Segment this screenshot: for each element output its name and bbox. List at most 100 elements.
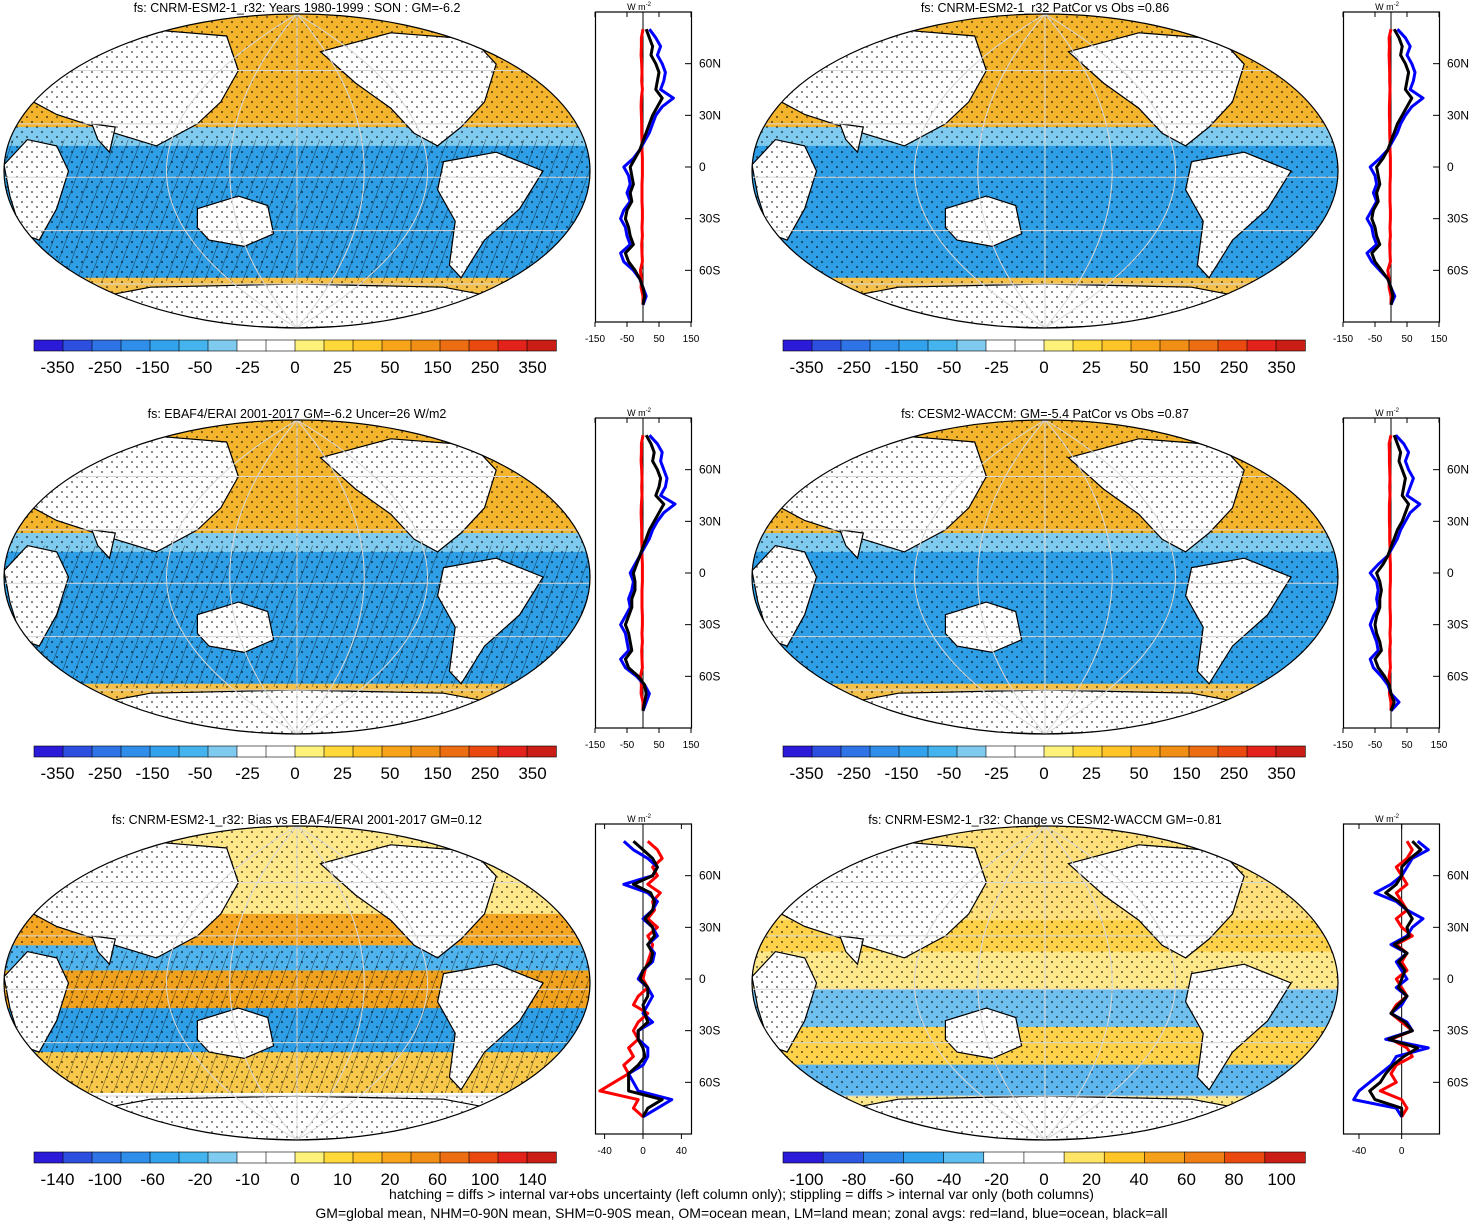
land-stippling [91,123,116,153]
panel-title: fs: CNRM-ESM2-1_r32 PatCor vs Obs =0.86 [921,1,1169,15]
colorbar-label: 250 [471,358,499,377]
colorbar-swatch [869,339,900,352]
colorbar-swatch [323,745,354,758]
colorbar-swatch [1130,339,1161,352]
land-stippling [197,196,274,247]
land-stippling [752,545,817,647]
land-outline [1208,826,1275,859]
panel-title: fs: CESM2-WACCM: GM=-5.4 PatCor vs Obs =… [901,407,1189,421]
zonal-series-land [1386,28,1393,305]
zonal-lat-label: 60S [1447,1075,1468,1089]
colorbar-swatch [33,1151,64,1164]
zonal-series-ocean [619,434,677,712]
panel-title: fs: CNRM-ESM2-1_r32: Years 1980-1999 : S… [134,1,461,15]
colorbar-swatch [207,745,238,758]
colorbar-swatch [91,1151,122,1164]
land-stippling [4,139,69,241]
panel-5: fs: CNRM-ESM2-1_r32: Bias vs EBAF4/ERAI … [3,813,721,1189]
colorbar-label: 150 [1172,358,1200,377]
zonal-lat-label: 60S [699,1075,720,1089]
colorbar-label: -250 [837,358,871,377]
graticule-lon [166,826,298,1140]
colorbar-swatch [840,339,871,352]
colorbar-label: 100 [1267,1170,1295,1189]
land-stippling [4,951,69,1053]
graticule-lon [1044,826,1113,1140]
zonal-x-label: -40 [1352,1146,1367,1157]
colorbar-swatch [811,339,842,352]
colorbar-label: -250 [88,764,122,783]
colorbar-swatch [294,745,325,758]
zonal-lat-label: 0 [1447,160,1454,174]
colorbar-label: 60 [1177,1170,1196,1189]
colorbar-label: 20 [381,1170,400,1189]
zonal-series-all [627,840,664,1118]
zonal-lat-label: 60S [699,263,720,277]
colorbar-swatch [352,745,383,758]
map [752,420,1338,734]
land-outline [460,826,527,859]
colorbar-swatch [207,1151,238,1164]
zonal-lat-label: 0 [699,566,706,580]
colorbar-swatch [943,1151,985,1164]
colorbar-swatch [178,339,209,352]
colorbar-swatch [149,745,180,758]
zonal-x-label: 150 [1431,334,1448,345]
map [4,826,590,1140]
land-stippling [4,545,69,647]
land-stippling [197,602,274,653]
colorbar-swatch [1101,339,1132,352]
land-stippling [461,14,526,46]
panel-2: fs: CNRM-ESM2-1_r32 PatCor vs Obs =0.86 6… [751,1,1469,377]
colorbar-label: 80 [1225,1170,1244,1189]
colorbar-swatch [91,745,122,758]
colorbar: -350 -250 -150 -50 -25 0 25 50 150 250 350 [33,339,557,377]
colorbar-swatch [120,745,151,758]
zonal-unit-label: W m-2 [1375,814,1399,824]
colorbar-label: 0 [290,358,299,377]
land-stippling [91,529,116,559]
colorbar-label: -60 [140,1170,165,1189]
zonal-x-label: -150 [1333,740,1353,751]
colorbar-swatch [410,1151,441,1164]
colorbar-label: 100 [471,1170,499,1189]
land-stippling [461,826,526,858]
colorbar-swatch [898,745,929,758]
colorbar-label: 150 [1172,764,1200,783]
zonal-series-all [1368,840,1423,1117]
land-stippling [1185,964,1292,1090]
colorbar-label: 60 [428,1170,447,1189]
colorbar-swatch [863,1151,905,1164]
colorbar-label: 250 [1220,764,1248,783]
colorbar-swatch [439,339,470,352]
colorbar-label: 140 [518,1170,546,1189]
zonal-x-label: 40 [676,1146,688,1157]
colorbar-swatch [62,339,93,352]
zonal-x-label: -40 [597,1146,612,1157]
colorbar-label: 25 [333,764,352,783]
colorbar-label: -10 [235,1170,260,1189]
colorbar-label: -100 [88,1170,122,1189]
colorbar-label: 350 [518,358,546,377]
colorbar-label: -20 [188,1170,213,1189]
colorbar-label: 50 [381,764,400,783]
colorbar-swatch [1184,1151,1226,1164]
zonal-lat-label: 60N [1447,57,1469,71]
colorbar-label: -150 [135,358,169,377]
colorbar-swatch [1014,745,1045,758]
zonal-x-label: 50 [653,334,665,345]
colorbar-swatch [410,745,441,758]
colorbar-swatch [439,745,470,758]
colorbar-label: -25 [984,764,1009,783]
colorbar-swatch [840,745,871,758]
colorbar: -350 -250 -150 -50 -25 0 25 50 150 250 350 [33,745,557,783]
colorbar-swatch [526,745,557,758]
colorbar-swatch [927,339,958,352]
colorbar-swatch [149,1151,180,1164]
colorbar-label: 250 [1220,358,1248,377]
zonal-unit-label: W m-2 [1375,2,1399,12]
graticule-lon [296,14,365,328]
colorbar-label: -40 [937,1170,962,1189]
zonal-lat-label: 30N [699,108,721,122]
